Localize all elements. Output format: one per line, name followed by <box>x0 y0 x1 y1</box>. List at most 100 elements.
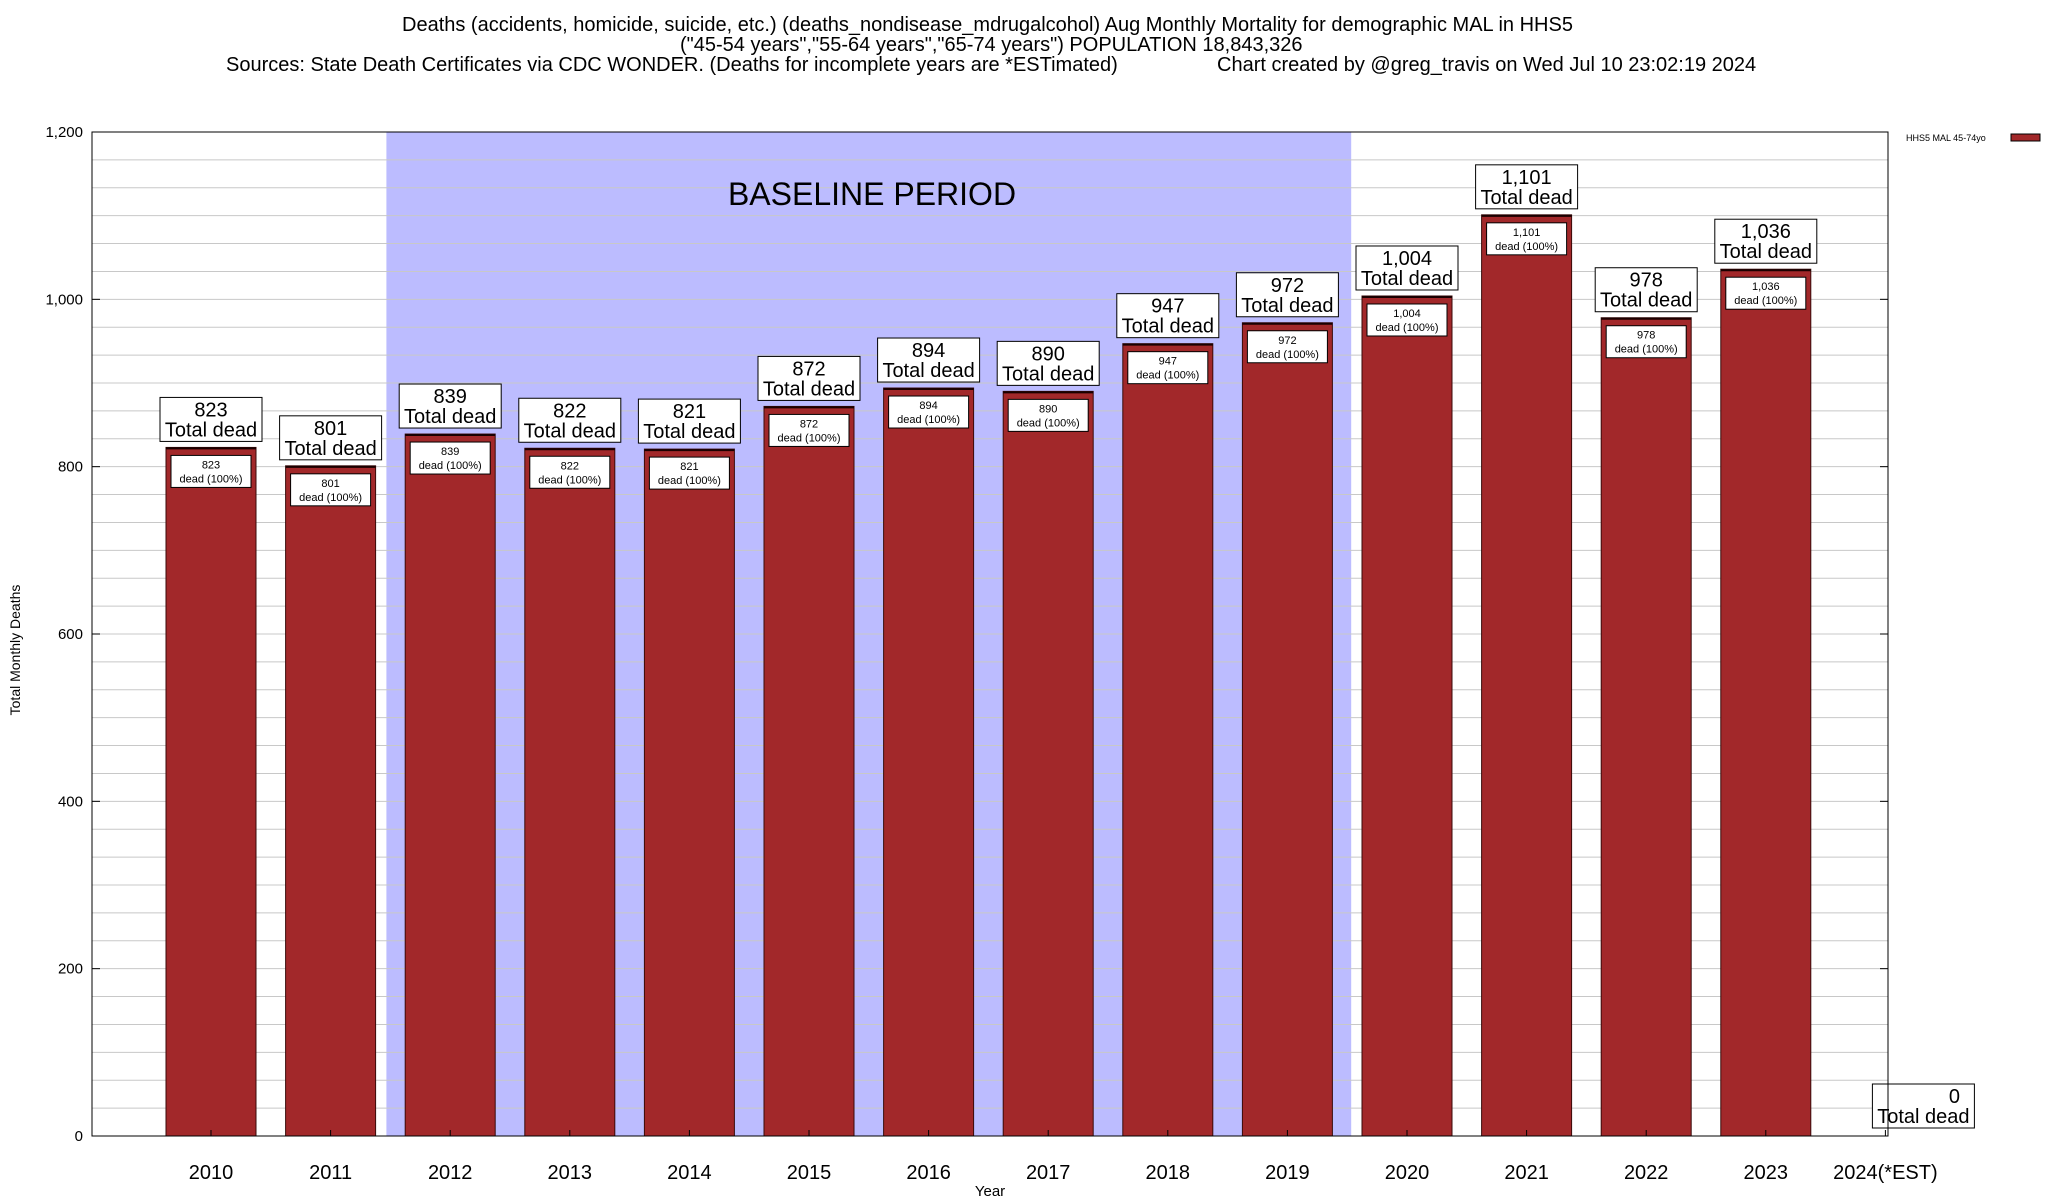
bar <box>285 465 377 1137</box>
inner-label-box <box>888 395 970 429</box>
y-axis-title: Total Monthly Deaths <box>7 585 23 716</box>
bar <box>165 446 257 1137</box>
top-label-text: Total dead <box>165 419 257 441</box>
top-label-text: Total dead <box>1480 187 1572 209</box>
x-tick-label: 2011 <box>309 1162 352 1184</box>
inner-label-box <box>768 413 850 447</box>
inner-label-box <box>1127 351 1209 385</box>
inner-label-value: 1,036 <box>1752 281 1780 293</box>
inner-label-box <box>409 441 491 475</box>
inner-label-value: 947 <box>1159 356 1177 368</box>
top-label-text: Total dead <box>1241 295 1333 317</box>
top-label-value: 1,004 <box>1382 248 1432 270</box>
top-label-text: Total dead <box>1600 290 1692 312</box>
top-label-text: Total dead <box>643 421 735 443</box>
top-label-text: Total dead <box>404 406 496 428</box>
top-label-box <box>996 340 1100 386</box>
chart-credit-text: Chart created by @greg_travis on Wed Jul… <box>1217 54 1757 76</box>
bar <box>524 447 616 1137</box>
inner-label-value: 872 <box>800 418 818 430</box>
legend-swatch <box>2010 133 2041 142</box>
x-tick-label: 2014 <box>667 1162 712 1184</box>
y-tick-label: 0 <box>75 1128 83 1145</box>
top-label-box <box>877 337 981 383</box>
inner-label-text: dead (100%) <box>778 432 841 444</box>
top-label-box <box>398 383 502 429</box>
inner-label-box <box>1486 222 1568 256</box>
x-tick-label: 2013 <box>548 1162 593 1184</box>
inner-label-text: dead (100%) <box>1136 370 1199 382</box>
x-tick-label: 2010 <box>189 1162 234 1184</box>
x-tick-label: 2019 <box>1265 1162 1310 1184</box>
bar <box>1600 317 1692 1137</box>
top-label-box <box>159 396 263 442</box>
inner-label-value: 823 <box>202 459 220 471</box>
top-label-value: 947 <box>1151 296 1184 318</box>
top-label-value: 822 <box>553 400 586 422</box>
top-label-value: 839 <box>434 386 467 408</box>
top-label-text: Total dead <box>1361 268 1453 290</box>
legend-entry-label: HHS5 MAL 45-74yo <box>1906 133 1986 143</box>
x-tick-label: 2020 <box>1385 1162 1430 1184</box>
inner-label-value: 978 <box>1637 330 1655 342</box>
top-label-box <box>1355 245 1459 291</box>
inner-label-box <box>290 473 372 507</box>
inner-label-text: dead (100%) <box>180 473 243 485</box>
inner-label-value: 1,101 <box>1513 227 1541 239</box>
inner-label-value: 890 <box>1039 403 1057 415</box>
bar <box>1241 322 1333 1137</box>
x-axis-title: Year <box>975 1183 1005 1200</box>
top-label-value: 821 <box>673 401 706 423</box>
bar <box>763 405 855 1137</box>
inner-label-text: dead (100%) <box>1615 344 1678 356</box>
top-label-box <box>1116 293 1220 339</box>
top-label-text: Total dead <box>1720 241 1812 263</box>
top-label-value: 890 <box>1032 343 1065 365</box>
inner-label-text: dead (100%) <box>1734 295 1797 307</box>
bar <box>404 433 496 1137</box>
inner-label-text: dead (100%) <box>538 474 601 486</box>
top-label-text: Total dead <box>284 438 376 460</box>
top-label-box <box>637 398 741 444</box>
inner-label-text: dead (100%) <box>1376 322 1439 334</box>
inner-label-value: 1,004 <box>1393 308 1421 320</box>
bar <box>643 448 735 1137</box>
x-tick-label: 2024(*EST) <box>1833 1162 1938 1184</box>
inner-label-text: dead (100%) <box>299 492 362 504</box>
inner-label-box <box>648 456 730 490</box>
x-tick-label: 2016 <box>906 1162 951 1184</box>
top-label-text: Total dead <box>882 360 974 382</box>
top-label-box <box>1594 267 1698 313</box>
top-label-value: 1,101 <box>1502 167 1552 189</box>
y-tick-label: 200 <box>58 961 83 978</box>
inner-label-value: 822 <box>561 460 579 472</box>
top-label-text: Total dead <box>1877 1106 1969 1128</box>
inner-label-box <box>1605 325 1687 359</box>
top-label-text: Total dead <box>763 378 855 400</box>
y-tick-label: 600 <box>58 626 83 643</box>
top-label-text: Total dead <box>1002 363 1094 385</box>
top-label-box <box>1235 272 1339 318</box>
top-label-value: 0 <box>1949 1086 1960 1108</box>
inner-label-value: 821 <box>680 461 698 473</box>
legend: HHS5 MAL 45-74yo <box>1906 133 2041 143</box>
bar <box>1481 214 1573 1137</box>
bar <box>1720 268 1812 1137</box>
inner-label-box <box>1725 276 1807 310</box>
y-tick-label: 800 <box>58 459 83 476</box>
bar <box>1122 343 1214 1137</box>
x-tick-label: 2012 <box>428 1162 473 1184</box>
inner-label-box <box>1366 303 1448 337</box>
chart-source-text: Sources: State Death Certificates via CD… <box>226 54 1118 76</box>
bar <box>1361 295 1453 1137</box>
inner-label-value: 801 <box>321 478 339 490</box>
y-tick-label: 1,000 <box>45 291 83 308</box>
x-tick-label: 2017 <box>1026 1162 1071 1184</box>
y-tick-label: 400 <box>58 793 83 810</box>
inner-label-text: dead (100%) <box>1495 241 1558 253</box>
inner-label-value: 839 <box>441 446 459 458</box>
top-label-box <box>518 397 622 443</box>
y-tick-label: 1,200 <box>45 124 83 141</box>
top-label-box <box>1871 1083 1975 1129</box>
